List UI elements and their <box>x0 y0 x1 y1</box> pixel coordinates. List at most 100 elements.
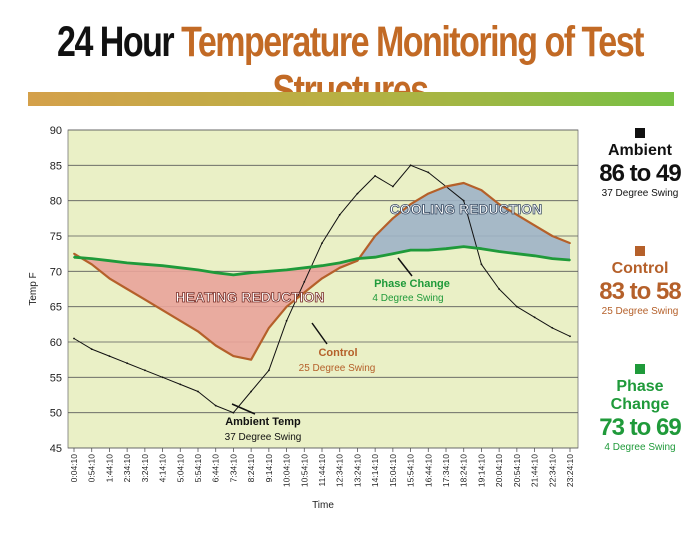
y-tick-label: 55 <box>50 372 62 384</box>
ambient-temp-point <box>161 376 164 379</box>
legend-control: Control 83 to 58 25 Degree Swing <box>586 246 694 318</box>
phase-callout-line <box>397 257 413 277</box>
x-tick-label: 5:04:10 <box>175 454 185 483</box>
x-tick-label: 20:54:10 <box>512 454 522 487</box>
ambient-temp-point <box>214 404 217 407</box>
ambient-temp-point <box>551 327 554 329</box>
x-tick-label: 0:54:10 <box>87 454 97 483</box>
cooling-reduction-label: COOLING REDUCTION <box>390 201 542 217</box>
phase-change-point <box>303 266 306 269</box>
ambient-temp-point <box>533 316 536 319</box>
x-tick-label: 10:54:10 <box>299 454 309 487</box>
x-tick-label: 0:04:10 <box>69 454 79 483</box>
legend-control-range: 83 to 58 <box>599 278 681 305</box>
ambient-temp-point <box>338 213 341 216</box>
phase-change-point <box>197 269 199 271</box>
x-axis-label: Time <box>312 500 334 511</box>
control-point <box>179 319 182 322</box>
ambient-temp-point <box>569 335 571 338</box>
x-tick-label: 20:04:10 <box>494 454 504 487</box>
phase-change-point <box>179 266 182 269</box>
phase-callout-swing: 4 Degree Swing <box>372 293 443 304</box>
control-point <box>533 224 536 227</box>
phase-change-point <box>232 274 235 276</box>
control-point <box>321 277 323 280</box>
y-tick-label: 50 <box>50 408 62 420</box>
control-point <box>427 192 430 195</box>
ambient-temp-point <box>268 369 270 372</box>
control-point <box>516 213 518 216</box>
legend-ambient: Ambient 86 to 49 37 Degree Swing <box>586 128 694 200</box>
legend-phase-name: Phase Change <box>610 378 670 413</box>
phase-change-point <box>73 256 75 259</box>
y-tick-label: 75 <box>50 231 62 243</box>
title-part-2: Temperature Monitoring of Test Structure… <box>181 18 644 115</box>
control-point <box>374 235 376 237</box>
legend-control-swing: 25 Degree Swing <box>601 306 679 317</box>
legend-phase-swatch <box>635 364 645 374</box>
control-point <box>409 203 412 206</box>
legend-ambient-swing: 37 Degree Swing <box>601 188 679 199</box>
phase-change-point <box>480 247 483 250</box>
reduction-areas <box>74 183 570 360</box>
y-tick-label: 85 <box>50 160 62 172</box>
x-tick-label: 13:24:10 <box>352 454 362 487</box>
phase-change-point <box>356 257 359 260</box>
phase-change-point <box>338 262 341 264</box>
phase-change-point <box>108 259 111 262</box>
phase-change-point <box>409 249 412 252</box>
heating-reduction-label: HEATING REDUCTION <box>175 289 324 305</box>
x-tick-label: 11:44:10 <box>317 454 327 487</box>
control-point <box>338 266 341 269</box>
ambient-temp-point <box>179 383 182 386</box>
x-tick-label: 17:34:10 <box>441 454 451 487</box>
chart-title: 24 Hour Temperature Monitoring of Test S… <box>0 18 700 116</box>
x-tick-label: 23:24:10 <box>565 454 575 487</box>
gradient-divider <box>28 92 674 106</box>
phase-change-point <box>427 249 430 252</box>
x-tick-label: 22:34:10 <box>547 454 557 487</box>
x-tick-label: 14:14:10 <box>370 454 380 487</box>
series-lines <box>73 164 571 414</box>
phase-change-point <box>161 264 164 267</box>
ambient-callout-label: Ambient Temp <box>225 416 301 428</box>
ambient-temp-point <box>126 362 128 365</box>
ambient-temp-point <box>197 390 199 393</box>
control-point <box>232 355 235 357</box>
control-point <box>73 252 75 255</box>
x-tick-label: 12:34:10 <box>335 454 345 487</box>
ambient-temp-point <box>144 369 146 372</box>
cooling-reduction-area <box>74 183 570 260</box>
annotations: HEATING REDUCTION COOLING REDUCTION Phas… <box>175 201 543 443</box>
ambient-temp-point <box>90 348 93 350</box>
x-tick-label: 2:34:10 <box>122 454 132 483</box>
phase-change-point <box>462 245 465 248</box>
control-point <box>108 277 111 280</box>
x-tick-label: 19:14:10 <box>476 454 486 487</box>
title-part-1: 24 Hour <box>57 18 175 66</box>
control-callout-label: Control <box>318 347 357 359</box>
x-tick-label: 21:44:10 <box>530 454 540 487</box>
phase-change-point <box>392 252 394 255</box>
ambient-temp-point <box>462 199 465 202</box>
ambient-temp-point <box>356 192 359 195</box>
y-tick-label: 70 <box>50 266 62 278</box>
control-point <box>356 259 359 262</box>
control-point <box>498 203 500 206</box>
axes: 45 50 55 60 65 70 75 80 85 90 0:04:10 0:54:10 1:44:1… <box>28 125 575 511</box>
phase-change-point <box>268 270 270 273</box>
legend-phase-swing: 4 Degree Swing <box>604 442 676 453</box>
ambient-temp-point <box>498 288 500 290</box>
y-tick-label: 45 <box>50 443 62 455</box>
ambient-temp-point <box>392 185 394 188</box>
x-tick-label: 16:44:10 <box>423 454 433 487</box>
ambient-callout-line <box>231 403 256 415</box>
x-tick-label: 7:34:10 <box>228 454 238 483</box>
phase-change-point <box>285 269 288 271</box>
legend-ambient-swatch <box>635 128 645 138</box>
phase-callout-label: Phase Change <box>374 278 450 290</box>
control-point <box>126 288 128 290</box>
control-callout-line <box>311 322 328 345</box>
control-point <box>480 189 483 192</box>
